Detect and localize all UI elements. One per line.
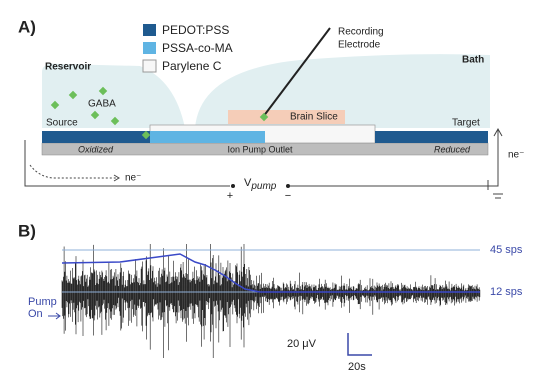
electron-label: ne⁻: [508, 150, 524, 161]
legend-swatch: [142, 59, 157, 73]
firing-rate: [61, 253, 480, 293]
pedot-target: [375, 131, 488, 143]
legend-label: PEDOT:PSS: [162, 23, 229, 37]
electron-label: ne⁻: [125, 173, 141, 184]
target-label: Target: [452, 118, 480, 129]
gaba-molecules: [50, 86, 269, 140]
panel-label: B): [18, 221, 36, 240]
electron-flow: [29, 164, 118, 179]
arrow: [493, 127, 503, 137]
electrode: [262, 27, 331, 118]
reduced-label: Reduced: [434, 144, 471, 154]
voltage-label: Vpump: [244, 177, 277, 192]
legend-label: PSSA-co-MA: [162, 41, 233, 55]
arrow: [48, 312, 61, 320]
electrode-label: Electrode: [338, 40, 381, 51]
panel-label: A): [18, 17, 36, 36]
gaba-label: GABA: [88, 99, 116, 110]
ground: [487, 180, 503, 199]
electrode-label: Recording: [338, 27, 384, 38]
plus-label: +: [227, 190, 233, 202]
scale-label: 20 μV: [287, 338, 317, 350]
outlet-label: Ion Pump Outlet: [227, 144, 293, 154]
terminal: [286, 184, 290, 188]
pssa-channel: [150, 131, 265, 143]
scale-label: 20s: [348, 361, 366, 373]
pump-on-label: On: [28, 308, 43, 320]
panel-a: A) PEDOT:PSS PSSA-co-MA Parylene C Recor…: [18, 17, 524, 201]
oxidized-label: Oxidized: [78, 144, 114, 154]
panel-b: B) 45 sps 12 sps Pump On 20 μV 20s: [18, 221, 523, 372]
reservoir: [42, 63, 185, 128]
terminal: [231, 184, 235, 188]
slice-label: Brain Slice: [290, 112, 338, 123]
source-label: Source: [46, 118, 78, 129]
minus-label: −: [285, 190, 291, 202]
legend-swatch: [143, 42, 156, 54]
pedot-source: [42, 131, 150, 143]
legend-swatch: [143, 24, 156, 36]
arrow: [113, 174, 120, 182]
bath-label: Bath: [462, 55, 484, 66]
legend-label: Parylene C: [162, 59, 222, 73]
pump-on-label: Pump: [28, 296, 57, 308]
reservoir-label: Reservoir: [45, 62, 91, 73]
circuit-wire: [24, 130, 499, 187]
rate-label: 12 sps: [490, 286, 523, 298]
scale-bar: [347, 333, 372, 356]
rate-label: 45 sps: [490, 244, 523, 256]
brain-slice: [228, 110, 345, 124]
